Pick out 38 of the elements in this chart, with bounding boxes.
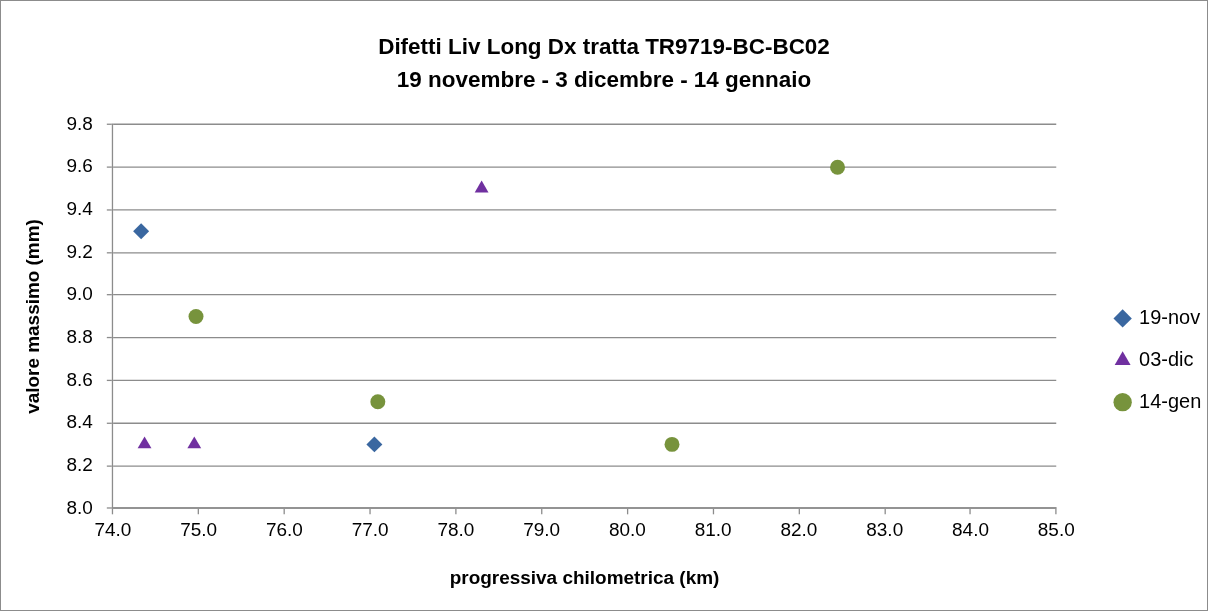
chart-title: Difetti Liv Long Dx tratta TR9719-BC-BC02: [378, 33, 830, 59]
x-tick-label: 76.0: [265, 518, 303, 540]
y-tick-label: 8.6: [66, 368, 93, 390]
point: [664, 436, 680, 452]
x-tick-label: 84.0: [952, 518, 989, 540]
x-tick-label: 78.0: [437, 518, 475, 540]
legend-label: 14-gen: [1139, 389, 1202, 412]
x-tick-label: 81.0: [694, 518, 732, 540]
chart-subtitle: 19 novembre - 3 dicembre - 14 gennaio: [396, 67, 812, 93]
x-tick-label: 83.0: [866, 518, 904, 540]
y-tick-label: 9.2: [66, 240, 93, 262]
y-tick-label: 9.4: [66, 198, 93, 220]
x-tick-label: 85.0: [1037, 518, 1075, 540]
legend-label: 03-dic: [1139, 347, 1194, 370]
point: [133, 223, 150, 240]
point: [366, 436, 383, 453]
x-axis-title: progressiva chilometrica (km): [449, 566, 720, 588]
y-tick-label: 9.8: [66, 112, 93, 134]
y-tick-label: 8.2: [66, 453, 93, 475]
point: [188, 308, 204, 324]
x-tick-label: 74.0: [94, 518, 132, 540]
x-tick-label: 79.0: [523, 518, 561, 540]
y-tick-label: 8.8: [66, 326, 93, 347]
y-axis-title: valore massimo (mm): [21, 219, 43, 414]
legend-label: 19-nov: [1139, 305, 1201, 328]
point: [830, 159, 846, 175]
point: [137, 436, 152, 449]
x-tick-label: 80.0: [608, 518, 646, 540]
point: [474, 180, 489, 193]
y-tick-label: 8.4: [66, 411, 93, 433]
point: [187, 436, 202, 449]
x-tick-label: 75.0: [180, 518, 218, 540]
x-tick-label: 77.0: [351, 518, 389, 540]
y-tick-label: 9.6: [66, 155, 93, 177]
x-tick-label: 82.0: [780, 518, 818, 540]
y-tick-label: 8.0: [66, 496, 93, 518]
point: [370, 394, 386, 410]
y-tick-label: 9.0: [66, 283, 93, 305]
